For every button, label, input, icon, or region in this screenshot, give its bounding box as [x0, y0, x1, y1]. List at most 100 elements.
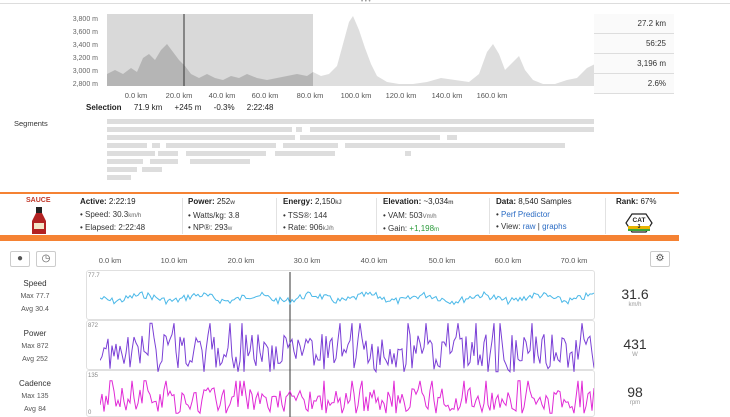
segment-bar[interactable]	[447, 135, 457, 140]
stats-power-col: Power: 252w • Watts/kg: 3.8 • NP®: 293w	[188, 196, 239, 236]
max-value: 872	[36, 343, 49, 350]
data-value: 8,540 Samples	[518, 197, 572, 206]
segment-bar[interactable]	[166, 143, 276, 148]
power-unit: w	[230, 200, 235, 206]
segment-bar[interactable]	[186, 151, 266, 156]
vam-value: 503	[409, 210, 423, 220]
overview-distance: 27.2 km	[594, 14, 674, 34]
overview-elevation: 3,196 m	[594, 54, 674, 74]
wkg-value: 3.8	[228, 210, 240, 220]
avg-label: Avg	[24, 406, 36, 413]
dist-tick: 160.0 km	[476, 91, 508, 100]
elevation-overview-chart[interactable]	[107, 14, 595, 88]
stats-rank-col: Rank: 67%	[616, 196, 656, 209]
np-value: 293	[214, 223, 228, 232]
dist-tick: 100.0 km	[340, 91, 372, 100]
divider	[182, 198, 183, 234]
stats-panel	[0, 192, 679, 241]
sauce-bottle-icon[interactable]	[30, 207, 48, 235]
active-label: Active:	[80, 197, 107, 206]
segment-bar[interactable]	[275, 151, 335, 156]
top-resize-bar[interactable]	[0, 0, 730, 4]
max-label: Max	[21, 393, 35, 400]
row-title: Power	[23, 329, 47, 338]
segment-bar[interactable]	[107, 127, 292, 132]
selection-summary: Selection 71.9 km +245 m -0.3% 2:22:48	[86, 103, 284, 112]
elev-tick: 2,800 m	[72, 81, 98, 88]
energy-value: 2,150	[315, 197, 336, 206]
elevation-value: ~3,034	[423, 197, 449, 206]
power-trace	[100, 322, 594, 374]
dist-tick: 40.0 km	[208, 91, 236, 100]
km-tick: 30.0 km	[293, 256, 321, 265]
segment-bar[interactable]	[107, 159, 143, 164]
cadence-now-unit: rpm	[629, 400, 641, 406]
km-tick: 0.0 km	[98, 256, 122, 265]
chevron-down-icon[interactable]: ▾	[336, 239, 341, 248]
view-label: • View:	[496, 222, 521, 231]
km-tick: 20.0 km	[227, 256, 255, 265]
gain-unit: m	[434, 227, 440, 233]
rate-unit: kJ/h	[322, 226, 334, 232]
segment-bar[interactable]	[107, 143, 147, 148]
segment-bar[interactable]	[345, 143, 565, 148]
rank-value: 67%	[640, 197, 657, 206]
speed-chart[interactable]	[86, 270, 595, 320]
speed-now: 31.6	[621, 286, 649, 302]
segment-bar[interactable]	[107, 175, 131, 180]
max-label: Max	[21, 343, 35, 350]
selection-elevation: +245 m	[174, 103, 202, 112]
np-label: • NP®:	[188, 223, 213, 232]
perf-predictor-link[interactable]: Perf Predictor	[501, 209, 550, 219]
sauce-logo-text: SAUCE	[26, 197, 51, 204]
speed-trace	[100, 291, 594, 306]
speed-unit: km/h	[128, 212, 142, 219]
elapsed-value: 2:22:48	[118, 223, 146, 232]
map-pin-icon[interactable]: ●	[10, 251, 30, 267]
power-label: Power:	[188, 197, 215, 206]
segment-bar[interactable]	[107, 119, 594, 124]
segment-bar[interactable]	[152, 143, 160, 148]
segment-bar[interactable]	[107, 135, 295, 140]
km-tick: 70.0 km	[560, 256, 588, 265]
overview-grade: 2.6%	[594, 74, 674, 94]
dist-tick: 120.0 km	[385, 91, 417, 100]
traces-svg	[100, 272, 594, 417]
segment-bar[interactable]	[300, 135, 440, 140]
max-value: 77.7	[35, 293, 50, 300]
segment-bar[interactable]	[296, 127, 302, 132]
speed-tick-top: 77.7	[88, 273, 100, 279]
elev-tick: 3,600 m	[72, 29, 98, 36]
segment-bar[interactable]	[150, 159, 178, 164]
segment-bar[interactable]	[190, 159, 250, 164]
tss-label: • TSS®:	[283, 210, 312, 220]
elev-tick: 3,200 m	[72, 55, 98, 62]
avg-label: Avg	[21, 306, 34, 313]
speed-row-label: Speed Max 77.7 Avg 30.4	[0, 278, 70, 316]
view-graphs-link[interactable]: graphs	[542, 222, 567, 231]
power-value: 252	[216, 197, 231, 206]
km-tick: 10.0 km	[160, 256, 188, 265]
speed-current-value: 31.6 km/h	[595, 286, 675, 308]
gear-icon[interactable]: ⚙	[650, 251, 670, 267]
speed-value: 30.3	[112, 209, 129, 219]
segment-bar[interactable]	[158, 151, 178, 156]
elapsed-label: • Elapsed:	[80, 223, 117, 232]
segment-bar[interactable]	[310, 127, 594, 132]
cat-badge-text: CAT	[633, 217, 646, 224]
rank-label: Rank:	[616, 197, 639, 206]
cadence-tick-top: 135	[88, 373, 99, 379]
dist-tick: 20.0 km	[165, 91, 193, 100]
elev-tick: 3,400 m	[72, 42, 98, 49]
segment-bar[interactable]	[142, 167, 162, 172]
gain-value: +1,198	[409, 224, 435, 233]
view-raw-link[interactable]: raw	[522, 222, 536, 231]
segment-bar[interactable]	[107, 151, 155, 156]
segment-bar[interactable]	[405, 151, 411, 156]
selection-grade: -0.3%	[213, 103, 235, 112]
resize-grip-icon[interactable]: • • •	[361, 0, 371, 5]
segment-bar[interactable]	[283, 143, 338, 148]
cat-rank-badge-icon[interactable]: CAT 3	[624, 212, 654, 234]
segment-bar[interactable]	[107, 167, 137, 172]
clock-icon[interactable]: ◷	[36, 251, 56, 267]
